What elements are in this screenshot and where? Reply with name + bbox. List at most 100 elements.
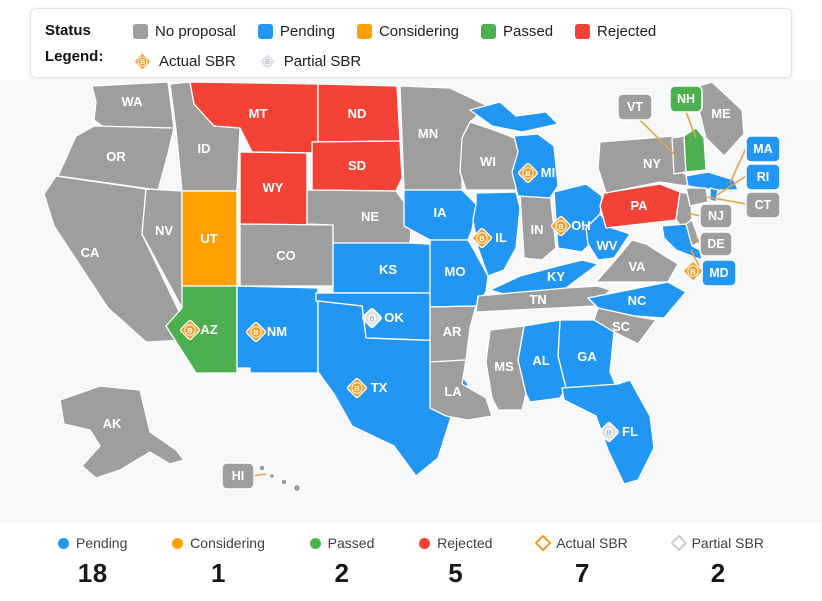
rejected-swatch-icon xyxy=(575,24,591,39)
stat-count-considering: 1 xyxy=(211,558,227,588)
actual-sbr-diamond-icon xyxy=(534,534,552,552)
state-mi[interactable] xyxy=(511,133,559,199)
state-nm[interactable] xyxy=(236,285,319,374)
state-label-ny: NY xyxy=(643,156,661,171)
stat-count-rejected: 5 xyxy=(448,558,464,588)
stat-label: Partial SBR xyxy=(691,535,764,551)
callout-nj[interactable] xyxy=(699,203,733,229)
state-label-wv: WV xyxy=(597,238,618,253)
callout-ma[interactable] xyxy=(745,135,781,163)
state-mi-upper[interactable] xyxy=(469,101,559,133)
legend-item-actual-sbr: B Actual SBR xyxy=(133,51,236,72)
state-label-ia: IA xyxy=(434,205,448,220)
callout-label-hi: HI xyxy=(232,469,245,483)
considering-swatch-icon xyxy=(356,24,372,39)
state-label-me: ME xyxy=(711,106,731,121)
stat-count-actual-sbr: 7 xyxy=(575,558,590,588)
state-label-mi: MI xyxy=(541,165,555,180)
stat-considering: Considering 1 xyxy=(172,535,265,599)
state-hi-island[interactable] xyxy=(268,472,276,480)
callout-line-vt xyxy=(639,119,677,157)
state-label-az: AZ xyxy=(200,322,217,337)
state-la[interactable] xyxy=(429,359,493,421)
state-label-va: VA xyxy=(628,259,646,274)
stat-actual-sbr: Actual SBR 7 xyxy=(534,534,628,599)
state-hi-island[interactable] xyxy=(280,478,288,486)
status-legend-title: Status Legend: xyxy=(45,22,104,66)
state-label-nv: NV xyxy=(155,223,173,238)
svg-text:B: B xyxy=(265,58,270,66)
callout-label-ri: RI xyxy=(757,170,770,184)
state-me[interactable] xyxy=(691,81,745,157)
callout-ri[interactable] xyxy=(745,163,781,191)
state-label-ga: GA xyxy=(577,349,597,364)
state-tn[interactable] xyxy=(475,285,611,313)
state-ct[interactable] xyxy=(685,187,709,207)
legend-label: Considering xyxy=(378,23,459,40)
state-ri[interactable] xyxy=(709,187,719,203)
callout-label-md: MD xyxy=(709,266,728,280)
callout-ct[interactable] xyxy=(745,191,781,219)
actual-sbr-icon-oh: B xyxy=(551,216,571,236)
stat-label: Rejected xyxy=(437,535,493,551)
state-label-nd: ND xyxy=(348,106,367,121)
stat-label: Passed xyxy=(327,535,375,551)
callout-line-ct xyxy=(706,196,747,205)
callout-de[interactable] xyxy=(699,231,733,257)
state-sd[interactable] xyxy=(311,140,403,192)
state-ma[interactable] xyxy=(685,171,739,191)
us-map: VT NH MA RI CT NJ DE MD HI WA OR CA ID N… xyxy=(0,80,822,523)
callout-label-de: DE xyxy=(707,237,724,251)
svg-text:B: B xyxy=(690,267,696,276)
legend-label: Passed xyxy=(503,23,554,40)
stat-count-pending: 18 xyxy=(77,558,108,588)
actual-sbr-icon-nm: B xyxy=(246,322,266,342)
state-label-tx: TX xyxy=(371,380,388,395)
state-label-al: AL xyxy=(532,353,549,368)
callout-vt[interactable] xyxy=(617,93,653,121)
callout-line-nj xyxy=(687,212,701,217)
pending-swatch-icon xyxy=(257,24,273,39)
state-il[interactable] xyxy=(472,191,521,277)
stat-count-partial-sbr: 2 xyxy=(710,558,726,588)
state-label-sd: SD xyxy=(348,158,366,173)
stat-label: Pending xyxy=(76,535,128,551)
state-hi-island[interactable] xyxy=(292,483,302,493)
state-label-wi: WI xyxy=(480,154,496,169)
state-ms[interactable] xyxy=(485,325,527,411)
state-ia[interactable] xyxy=(403,189,477,241)
state-label-ak: AK xyxy=(103,416,122,431)
actual-sbr-icon-tx: B xyxy=(347,378,367,398)
stat-rejected: Rejected 5 xyxy=(419,535,492,599)
state-label-mt: MT xyxy=(249,106,268,121)
pending-dot-icon xyxy=(58,537,69,549)
svg-text:B: B xyxy=(558,222,564,231)
state-wv[interactable] xyxy=(585,213,631,261)
svg-text:B: B xyxy=(606,428,612,437)
actual-sbr-icon-il: B xyxy=(472,228,492,248)
legend-label: No proposal xyxy=(155,23,236,40)
state-nh[interactable] xyxy=(683,127,707,173)
legend-label: Actual SBR xyxy=(159,53,236,70)
state-label-ms: MS xyxy=(494,359,514,374)
svg-text:B: B xyxy=(369,314,375,323)
state-label-fl: FL xyxy=(622,424,638,439)
state-label-wa: WA xyxy=(122,94,144,109)
partial-sbr-icon-ok: B xyxy=(362,308,382,328)
svg-text:B: B xyxy=(187,326,193,335)
state-ak[interactable] xyxy=(59,385,185,479)
callout-nh[interactable] xyxy=(669,85,703,113)
legend-item-partial-sbr: B Partial SBR xyxy=(258,51,362,72)
us-map-container: VT NH MA RI CT NJ DE MD HI WA OR CA ID N… xyxy=(0,80,822,523)
state-ar[interactable] xyxy=(429,305,477,363)
state-label-id: ID xyxy=(198,141,211,156)
actual-sbr-icon-mi: B xyxy=(518,163,538,183)
callout-hi[interactable] xyxy=(221,462,255,490)
bitcoin-diamond-light-icon: B xyxy=(258,53,276,70)
legend-label: Partial SBR xyxy=(283,53,362,70)
stat-partial-sbr: Partial SBR 2 xyxy=(670,534,764,599)
state-hi-island[interactable] xyxy=(258,464,266,472)
stat-label: Actual SBR xyxy=(556,535,628,551)
stat-label: Considering xyxy=(190,535,265,551)
svg-text:B: B xyxy=(525,169,531,178)
